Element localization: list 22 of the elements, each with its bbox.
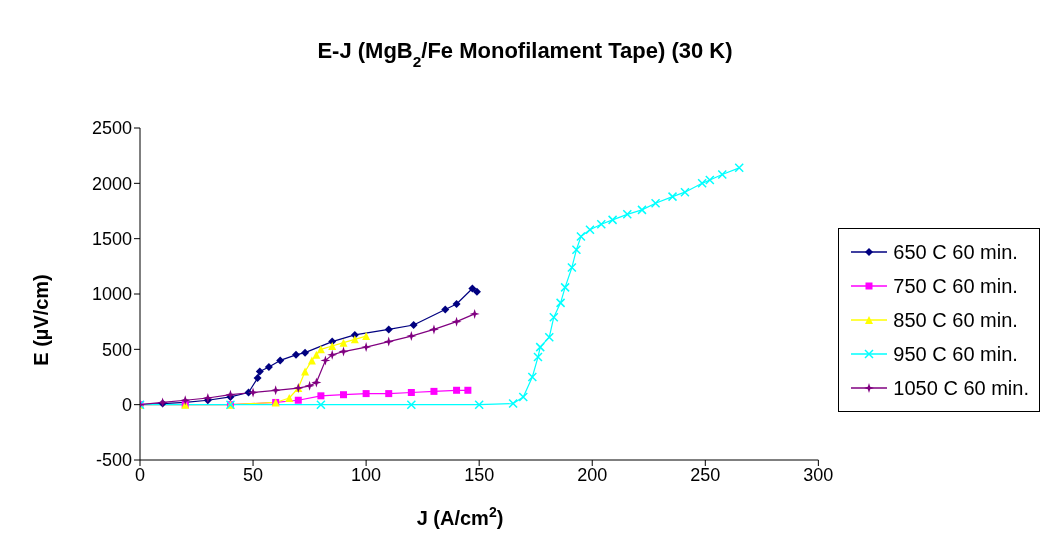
x-axis-title: J (A/cm$^{2}$)	[416, 504, 504, 529]
y-tick-label: 1500	[91, 229, 132, 250]
y-tick-label: 2000	[91, 173, 132, 194]
y-tick-label: 2500	[91, 118, 132, 139]
y-tick-label: -500	[95, 450, 132, 471]
y-axis-title: E (µV/cm)	[30, 274, 52, 366]
legend-label: 650 C 60 min.	[893, 240, 1018, 265]
y-tick-label: 0	[121, 395, 132, 416]
x-tick-label: 0	[134, 464, 146, 485]
x-tick-label: 50	[243, 464, 264, 485]
x-tick-label: 250	[690, 464, 721, 485]
legend-label: 1050 C 60 min.	[893, 376, 1029, 401]
chart-title: E-J (MgB$_{2}$/Fe Monofilament Tape) (30 K)	[317, 38, 733, 70]
y-tick-label: 500	[101, 339, 132, 360]
legend-label: 750 C 60 min.	[893, 274, 1018, 299]
x-tick-label: 200	[577, 464, 608, 485]
x-tick-label: 100	[351, 464, 382, 485]
x-tick-label: 300	[803, 464, 834, 485]
y-tick-label: 1000	[91, 284, 132, 305]
legend-label: 950 C 60 min.	[893, 342, 1018, 367]
legend-label: 850 C 60 min.	[893, 308, 1018, 333]
x-tick-label: 150	[464, 464, 495, 485]
